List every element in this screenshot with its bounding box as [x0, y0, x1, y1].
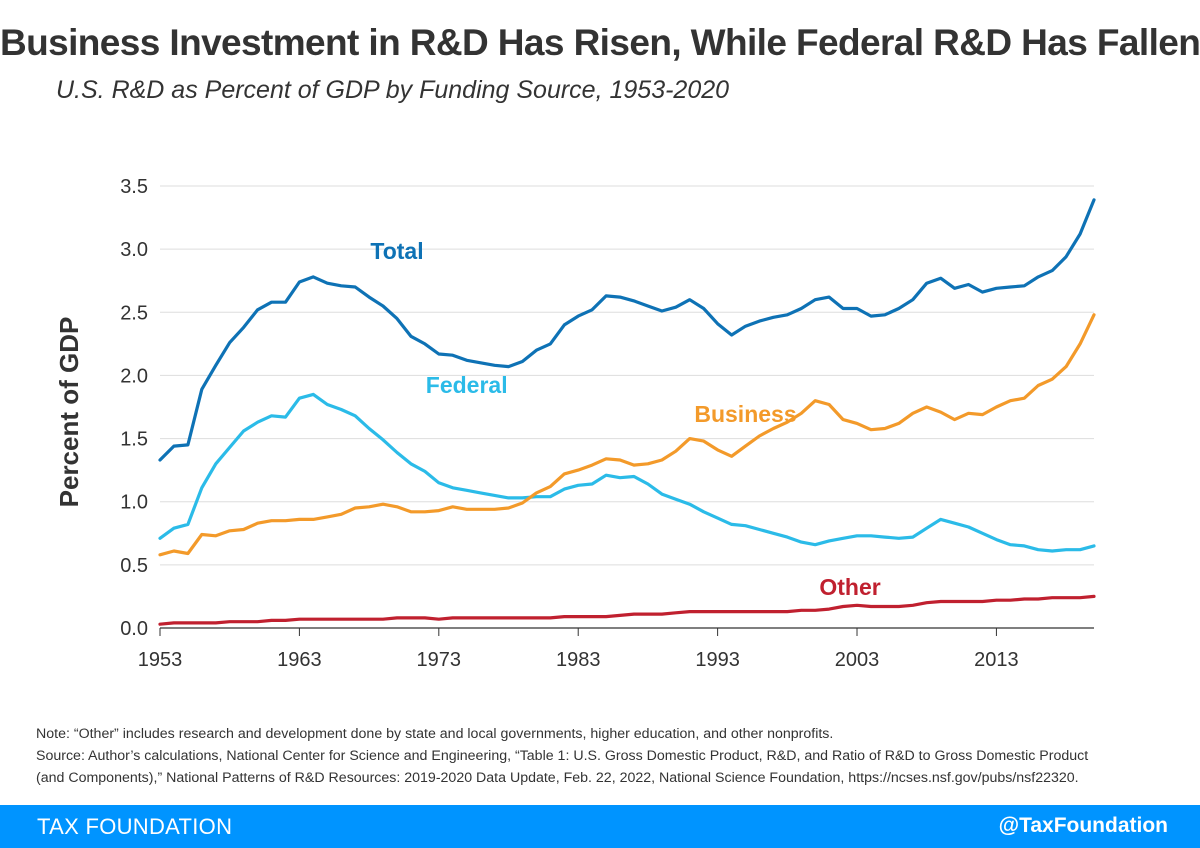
footer-bar: TAX FOUNDATION @TaxFoundation: [0, 805, 1200, 848]
y-tick-label: 0.0: [120, 618, 148, 640]
x-tick-label: 1963: [277, 649, 322, 671]
series-labels: Total Federal Business Other: [370, 238, 880, 600]
series-line-business: [158, 313, 1096, 557]
y-tick-label: 1.5: [120, 429, 148, 451]
note-text: Note: “Other” includes research and deve…: [36, 726, 834, 742]
y-tick-label: 3.0: [120, 239, 148, 261]
chart-subtitle: U.S. R&D as Percent of GDP by Funding So…: [56, 76, 730, 104]
y-axis-ticks: 0.0 0.5 1.0 1.5 2.0 2.5 3.0 3.5: [120, 176, 148, 640]
series-line-federal: [158, 392, 1096, 553]
x-tick-label: 1953: [138, 649, 183, 671]
series-lines: [158, 198, 1096, 626]
footer-brand: TAX FOUNDATION: [37, 814, 233, 839]
series-label-total: Total: [370, 238, 423, 264]
source-text-line-2: (and Components),” National Patterns of …: [36, 770, 1079, 786]
x-tick-label: 1973: [417, 649, 462, 671]
series-label-other: Other: [819, 574, 880, 600]
gridlines: [160, 185, 1094, 629]
x-tick-label: 1983: [556, 649, 601, 671]
y-tick-label: 2.5: [120, 302, 148, 324]
x-tick-label: 2003: [835, 649, 880, 671]
y-tick-label: 0.5: [120, 555, 148, 577]
footer-handle: @TaxFoundation: [998, 814, 1168, 837]
series-line-other: [158, 594, 1096, 626]
series-label-business: Business: [694, 401, 796, 427]
y-tick-label: 2.0: [120, 365, 148, 387]
y-axis-label: Percent of GDP: [54, 317, 84, 508]
x-axis-ticks: 1953 1963 1973 1983 1993 2003 2013: [138, 627, 1094, 671]
x-tick-label: 2013: [974, 649, 1019, 671]
series-line-total: [158, 198, 1096, 462]
source-text-line-1: Source: Author’s calculations, National …: [36, 748, 1089, 764]
y-tick-label: 3.5: [120, 176, 148, 198]
x-tick-label: 1993: [695, 649, 740, 671]
notes: Note: “Other” includes research and deve…: [36, 723, 1166, 789]
series-label-federal: Federal: [426, 372, 508, 398]
line-chart: 0.0 0.5 1.0 1.5 2.0 2.5 3.0 3.5 1953 1963 1973 198…: [54, 176, 1096, 671]
y-tick-label: 1.0: [120, 492, 148, 514]
chart-title: Business Investment in R&D Has Risen, Wh…: [0, 22, 1200, 63]
